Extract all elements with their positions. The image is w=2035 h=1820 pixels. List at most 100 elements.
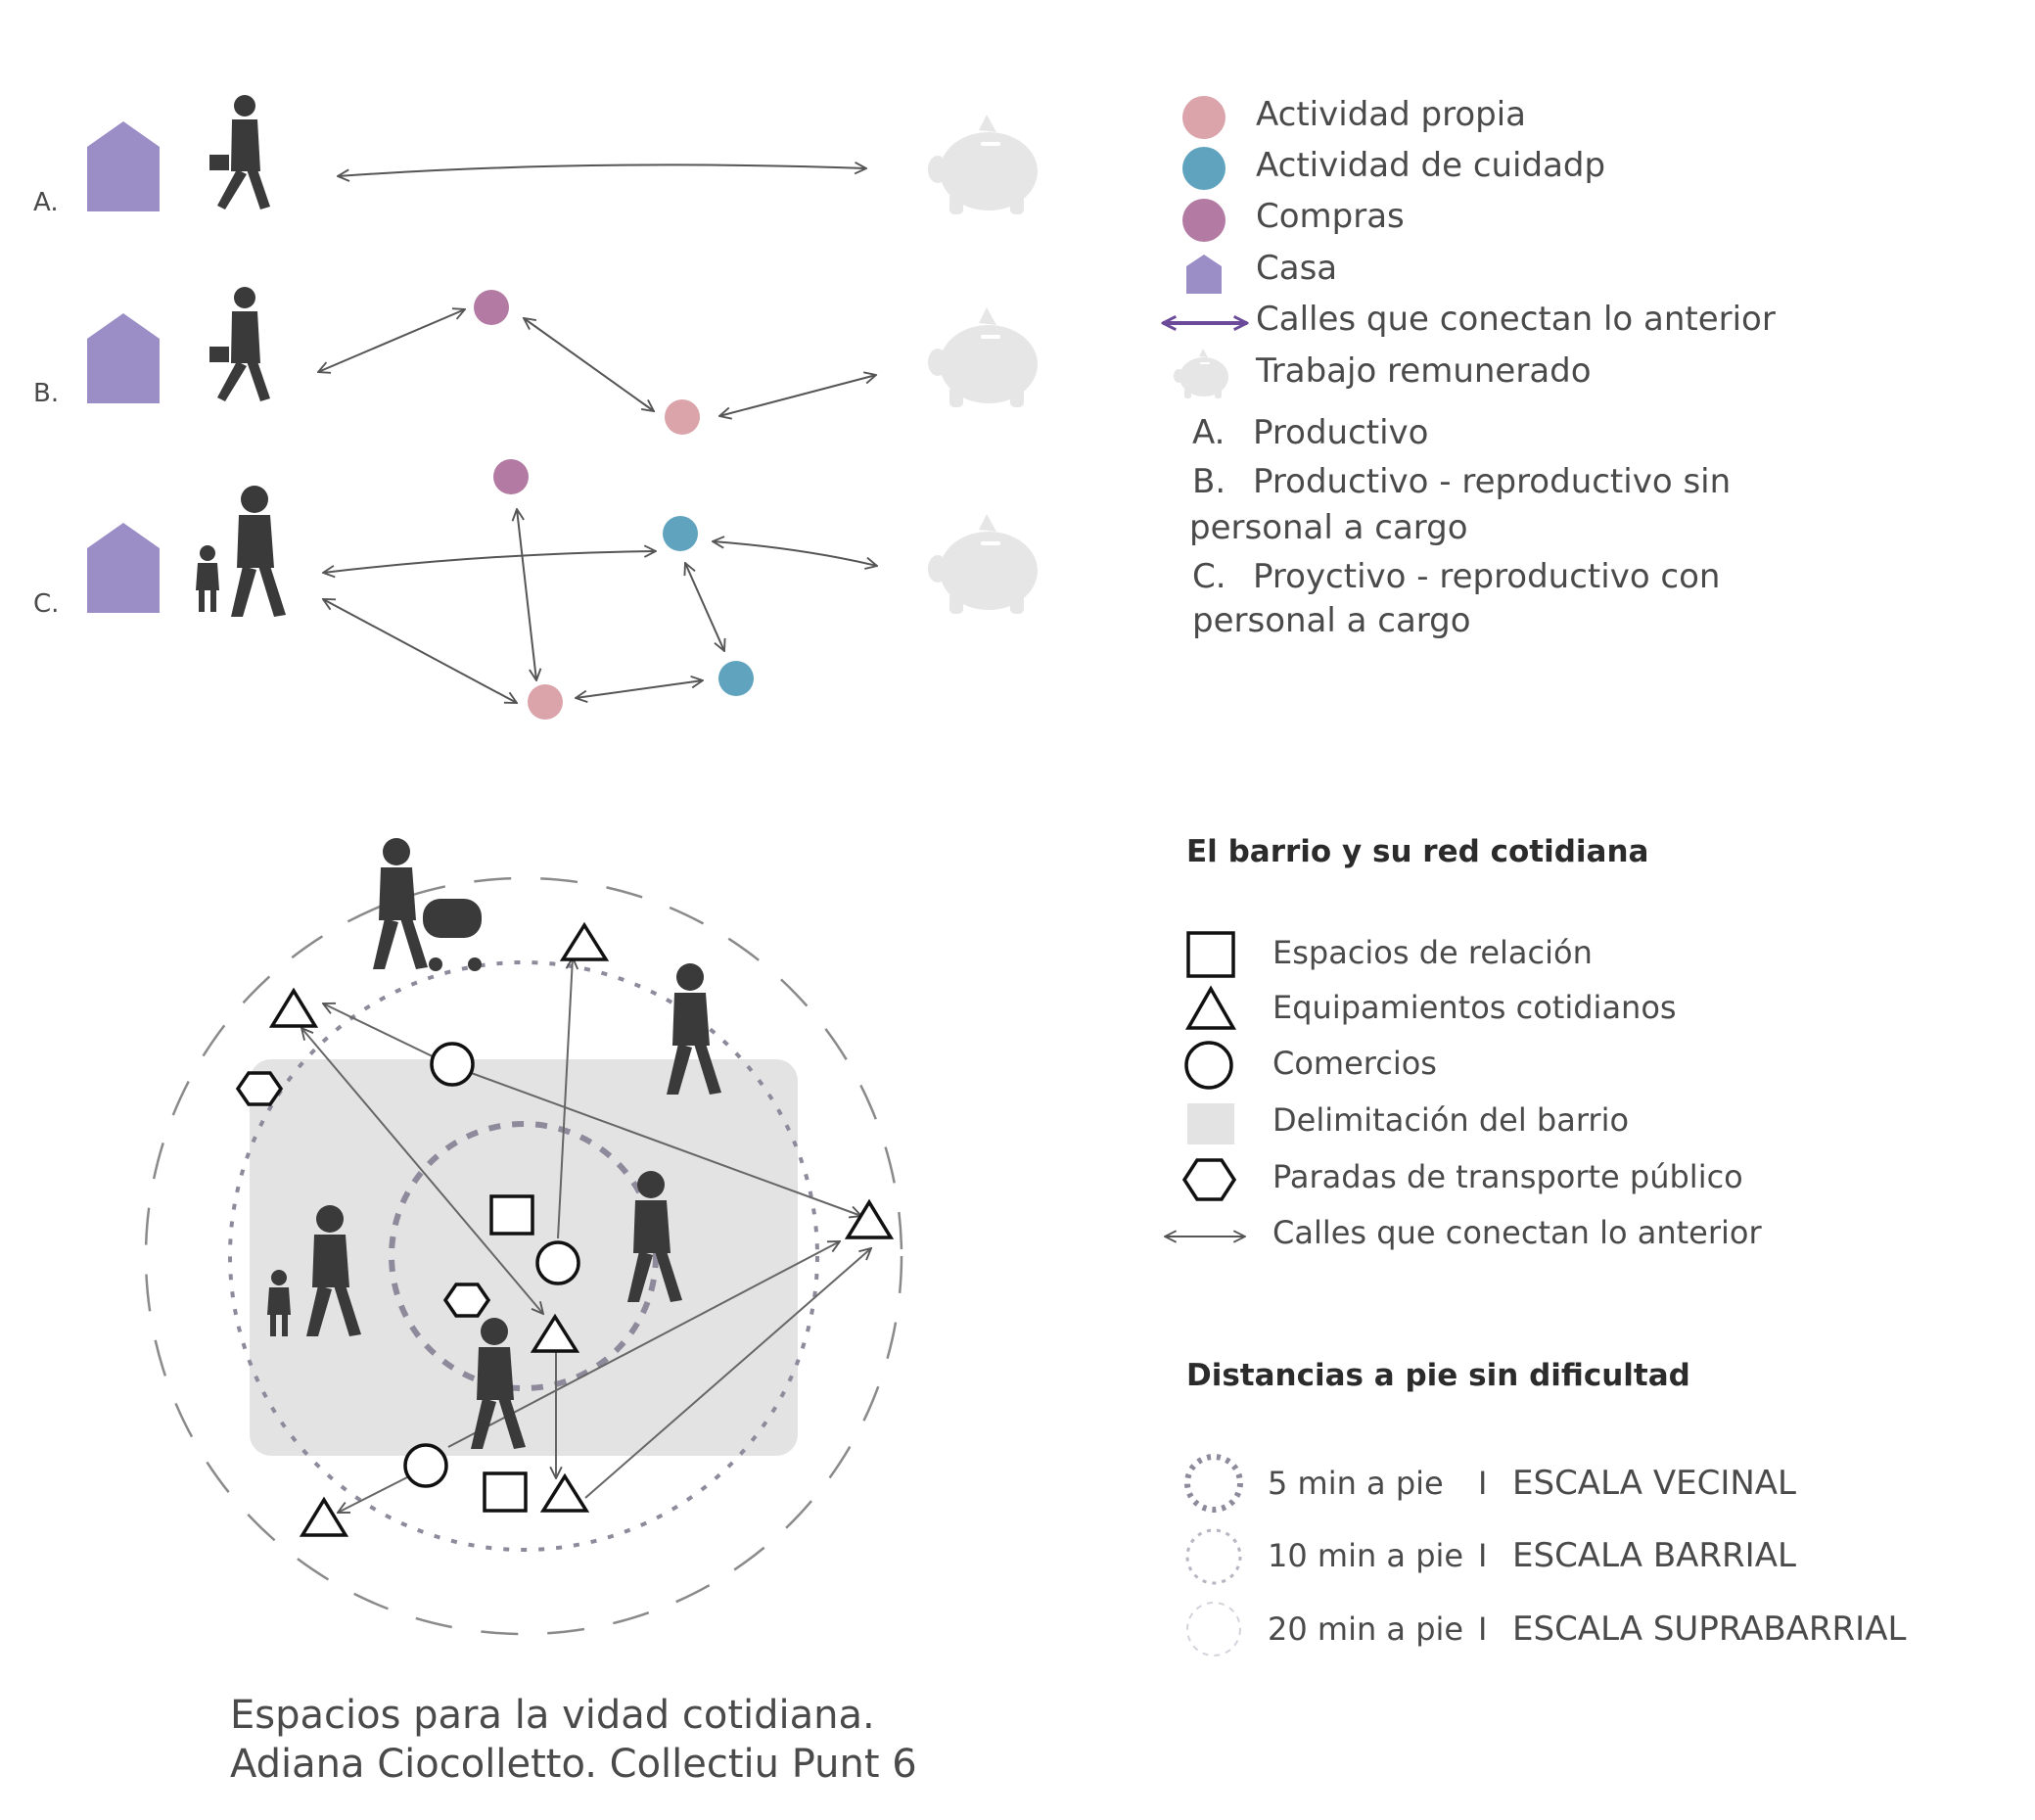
legend-label: Casa	[1256, 249, 1337, 288]
square-icon	[1186, 931, 1235, 978]
triangle-icon	[1184, 985, 1237, 1030]
worker-icon	[209, 95, 270, 210]
care-activity-dot	[663, 516, 698, 551]
circle-icon	[403, 1443, 448, 1488]
piggy-bank-icon	[928, 514, 1038, 614]
legend-label: Espacios de relación	[1272, 934, 1593, 971]
distance-scale: ESCALA VECINAL	[1512, 1464, 1796, 1503]
house-icon	[87, 523, 160, 613]
legend-label: Actividad de cuidadp	[1256, 146, 1605, 185]
row-a: A.	[33, 95, 1038, 217]
circle-icon	[1184, 1041, 1233, 1090]
neighborhood-diagram	[144, 838, 903, 1636]
triangle-icon	[844, 1198, 895, 1239]
legend-label: Actividad propia	[1256, 95, 1526, 134]
legend-title: Distancias a pie sin dificultad	[1186, 1358, 1690, 1393]
triangle-icon	[299, 1496, 349, 1537]
legend-title: El barrio y su red cotidiana	[1186, 834, 1648, 869]
type-text: Proуctivo - reproductivo con	[1253, 557, 1720, 596]
row-b: B.	[33, 287, 1038, 435]
street-arrow	[323, 1003, 439, 1060]
street-arrow	[323, 599, 517, 703]
distance-time: 5 min a pie	[1268, 1465, 1444, 1502]
distance-scale: ESCALA SUPRABARRIAL	[1512, 1610, 1906, 1649]
piggy-bank-icon	[928, 115, 1038, 214]
house-icon	[87, 313, 160, 403]
triangle-icon	[530, 1313, 580, 1353]
street-arrow	[719, 375, 876, 416]
dotted-ring-10-icon	[1185, 1528, 1242, 1585]
dashed-ring-20-icon	[1186, 1602, 1241, 1657]
hexagon-icon	[235, 1071, 284, 1106]
hexagon-icon	[442, 1283, 491, 1318]
shopping-swatch	[1182, 199, 1226, 242]
woman-with-stroller-icon	[373, 838, 482, 971]
circle-icon	[535, 1240, 580, 1285]
street-arrow	[323, 551, 656, 573]
grey-area-icon	[1187, 1103, 1234, 1144]
type-text: Productivo - reproductivo sin	[1253, 462, 1731, 501]
caption-line-2: Adiana Ciocolletto. Collectiu Punt 6	[230, 1742, 917, 1787]
legend-label: Trabajo remunerado	[1255, 351, 1592, 391]
triangle-icon	[268, 987, 319, 1028]
distance-separator: I	[1478, 1537, 1487, 1574]
type-text: personal a cargo	[1189, 508, 1468, 547]
row-letter-b: B.	[33, 379, 59, 408]
legend-label: Paradas de transporte público	[1272, 1158, 1743, 1195]
child-icon	[196, 545, 219, 612]
legend-label: Calles que conectan lo anterior	[1272, 1214, 1762, 1251]
own-activity-dot	[665, 399, 700, 435]
row-letter-a: A.	[33, 188, 59, 217]
distance-separator: I	[1478, 1610, 1487, 1648]
legend-label: Equipamientos cotidianos	[1272, 989, 1677, 1026]
type-text: personal a cargo	[1192, 601, 1471, 640]
house-swatch-icon	[1186, 255, 1222, 294]
row-c: C.	[33, 459, 1038, 720]
worker-icon	[209, 287, 270, 401]
caregiver-icon	[231, 486, 286, 617]
street-arrow	[557, 957, 573, 1239]
shopping-dot	[474, 290, 509, 325]
own-activity-dot	[528, 684, 563, 720]
type-letter: C.	[1192, 557, 1226, 596]
ring-10-min	[228, 960, 819, 1552]
legend-label: Compras	[1256, 197, 1405, 236]
triangle-icon	[559, 921, 610, 961]
caption: Espacios para la vidad cotidiana. Adiana…	[230, 1693, 917, 1787]
type-letter: A.	[1192, 413, 1225, 452]
square-icon	[489, 1194, 534, 1236]
care-activity-swatch	[1182, 147, 1226, 190]
legend-neighborhood: El barrio y su red cotidiana Espacios de…	[1165, 834, 1762, 1251]
legend-label: Calles que conectan lo anterior	[1256, 300, 1776, 339]
shopping-dot	[493, 459, 529, 494]
street-arrow	[713, 541, 877, 566]
row-letter-c: C.	[33, 589, 59, 619]
house-icon	[87, 121, 160, 211]
distance-separator: I	[1478, 1465, 1487, 1502]
piggy-bank-icon	[928, 307, 1038, 407]
distance-time: 10 min a pie	[1268, 1537, 1463, 1574]
type-text: Productivo	[1253, 413, 1428, 452]
legend-top: Actividad propia Actividad de cuidadp Co…	[1163, 95, 1776, 640]
legend-label: Delimitación del barrio	[1272, 1101, 1629, 1139]
street-arrow	[584, 1248, 871, 1499]
street-arrow	[517, 509, 536, 680]
street-arrow	[685, 563, 724, 651]
triangle-icon	[539, 1472, 590, 1513]
distance-scale: ESCALA BARRIAL	[1512, 1536, 1796, 1575]
street-arrow	[301, 1028, 543, 1314]
circle-icon	[430, 1042, 475, 1087]
square-icon	[483, 1471, 528, 1513]
distance-time: 20 min a pie	[1268, 1610, 1463, 1648]
care-activity-dot	[718, 661, 754, 696]
street-arrow	[338, 164, 866, 176]
street-arrow	[318, 309, 465, 372]
piggy-bank-icon	[1174, 349, 1228, 398]
dotted-ring-5-icon	[1184, 1454, 1243, 1513]
street-arrow	[576, 680, 703, 698]
own-activity-swatch	[1182, 96, 1226, 139]
street-arrow	[338, 1475, 410, 1513]
legend-distances: Distancias a pie sin dificultad 5 min a …	[1184, 1358, 1906, 1657]
ring-20-min	[144, 876, 903, 1636]
